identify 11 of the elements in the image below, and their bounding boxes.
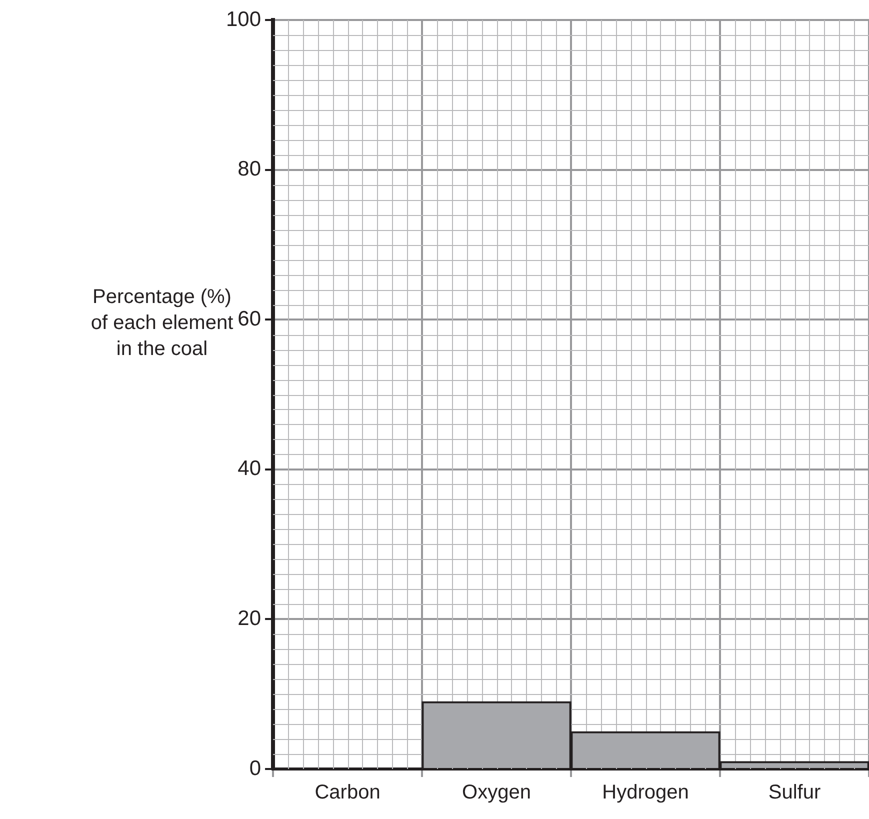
x-tick-label: Oxygen — [462, 782, 531, 804]
y-tick-label: 60 — [238, 307, 262, 330]
y-tick-label: 80 — [238, 158, 262, 181]
y-tick-label: 20 — [238, 606, 262, 630]
y-tick-label: 100 — [226, 8, 262, 31]
y-axis-title: Percentage (%) of each element in the coal — [90, 285, 234, 362]
x-tick-label: Sulfur — [768, 782, 821, 804]
y-tick-label: 0 — [249, 756, 262, 780]
y-tick-label: 40 — [238, 457, 262, 480]
x-tick-label: Carbon — [314, 782, 380, 804]
x-tick-label: Hydrogen — [602, 782, 689, 804]
